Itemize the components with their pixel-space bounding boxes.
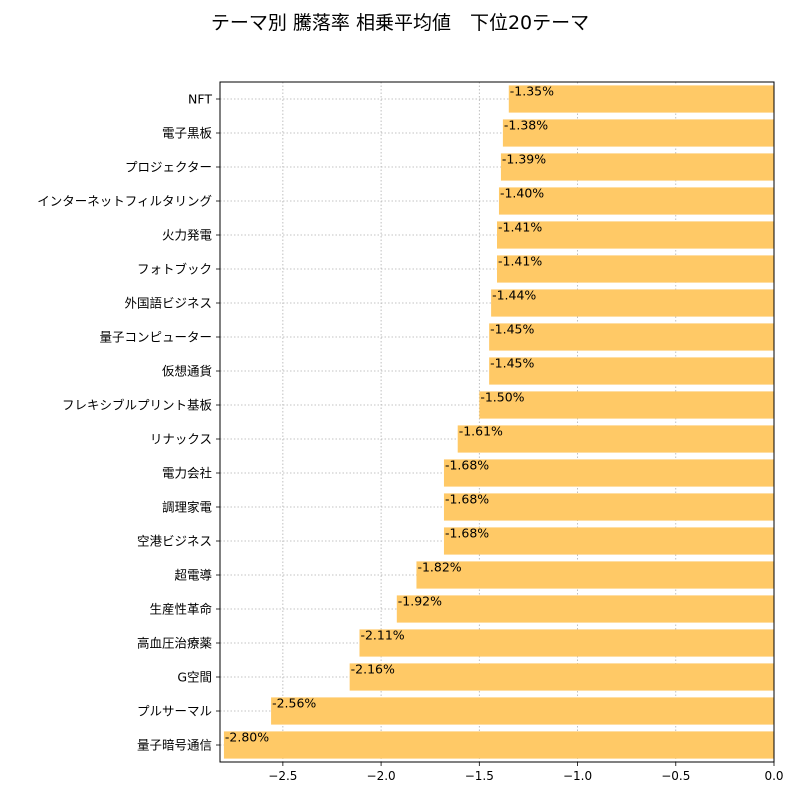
category-label: 外国語ビジネス [124,296,212,311]
bar [271,697,774,725]
data-label: -1.44% [492,287,536,302]
data-label: -1.41% [498,253,542,268]
x-tick-label: −1.0 [563,769,592,783]
bar [491,289,774,317]
category-label: プロジェクター [125,160,212,175]
plot-frame [219,81,775,763]
bar [497,221,774,249]
bar [502,119,774,147]
category-label: 電子黒板 [162,126,213,141]
x-tick-label: −2.5 [268,769,297,783]
data-label: -1.68% [445,457,489,472]
category-label: 高血圧治療薬 [137,636,213,651]
data-label: -1.92% [398,593,442,608]
category-label: プルサーマル [137,704,212,719]
category-label: 仮想通貨 [162,364,212,379]
bar [443,527,774,555]
data-label: -1.39% [502,151,546,166]
chart-title: テーマ別 騰落率 相乗平均値 下位20テーマ [210,12,590,34]
bar [489,357,774,385]
data-label: -1.50% [480,389,524,404]
bar-layer [223,85,774,759]
bar [396,595,774,623]
bar [489,323,774,351]
category-label: 超電導 [174,568,212,583]
x-tick-label: −0.5 [661,769,690,783]
bar [500,153,774,181]
data-label: -1.68% [445,525,489,540]
bar [349,663,774,691]
category-label: 空港ビジネス [137,534,212,549]
data-label: -2.11% [360,627,404,642]
data-label: -1.68% [445,491,489,506]
category-label: 量子コンピューター [99,330,212,345]
bar [457,425,774,453]
x-tick-label: −2.0 [367,769,396,783]
data-label: -2.16% [351,661,395,676]
bar [497,255,774,283]
x-tick-label: 0.0 [764,769,783,783]
data-label: -1.35% [510,83,554,98]
bar [359,629,774,657]
category-label: フォトブック [137,262,212,277]
label-layer: NFT -1.35% 電子黒板 -1.38% プロジェクター -1.39% インターネットフ… [37,83,554,752]
data-label: -1.45% [490,355,534,370]
category-label: フレキシブルプリント基板 [62,398,213,413]
data-label: -1.61% [459,423,503,438]
bar [443,459,774,487]
data-label: -1.40% [500,185,544,200]
category-label: 量子暗号通信 [137,738,212,753]
category-label: インターネットフィルタリング [37,194,212,209]
bar [508,85,774,113]
data-label: -2.56% [272,695,316,710]
category-label: 調理家電 [162,500,213,515]
bar [223,731,774,759]
data-label: -1.41% [498,219,542,234]
grid-layer [220,82,775,762]
data-label: -1.82% [417,559,461,574]
category-label: 生産性革命 [149,602,212,617]
axis-layer: −2.5 −2.0 −1.5 −1.0 −0.5 0.0 [216,81,784,783]
data-label: -2.80% [225,729,269,744]
bar [498,187,774,215]
data-label: -1.45% [490,321,534,336]
x-tick-label: −1.5 [465,769,494,783]
category-label: G空間 [177,670,212,685]
bar [443,493,774,521]
category-label: 火力発電 [162,228,213,243]
category-label: NFT [188,92,212,107]
bar [416,561,774,589]
category-label: リナックス [150,432,212,447]
category-label: 電力会社 [162,466,212,481]
bar [479,391,774,419]
data-label: -1.38% [504,117,548,132]
